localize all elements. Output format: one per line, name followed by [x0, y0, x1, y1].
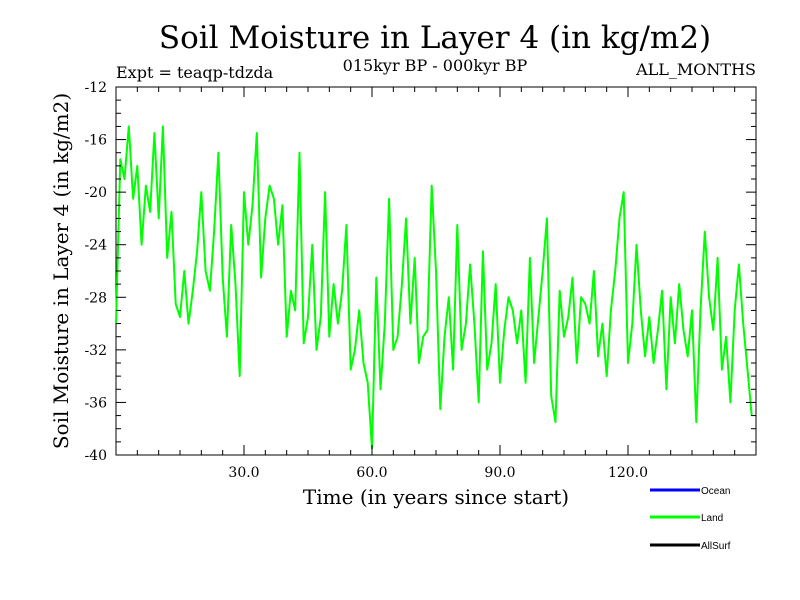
x-tick-label: 90.0 — [484, 465, 515, 481]
legend-label-allsurf: AllSurf — [701, 541, 731, 552]
axis-layer: -40 -36 -32 -28 -24 -20 -16 -12 30.0 60.0 90.0 120.… — [84, 80, 756, 481]
y-axis-label: Soil Moisture in Layer 4 (in kg/m2) — [49, 93, 73, 449]
x-tick-label: 30.0 — [228, 465, 259, 481]
x-axis-label: Time (in years since start) — [303, 485, 569, 509]
y-tick-label: -28 — [84, 290, 107, 306]
legend-label-land: Land — [701, 513, 723, 524]
y-tick-label: -16 — [84, 133, 107, 149]
y-tick-label: -24 — [84, 238, 107, 254]
series-layer — [115, 125, 753, 450]
y-tick-label: -12 — [84, 80, 107, 96]
legend: Ocean Land AllSurf — [650, 486, 731, 552]
y-tick-label: -32 — [84, 343, 107, 359]
chart-subtitle-center: 015kyr BP - 000kyr BP — [343, 56, 528, 75]
y-tick-label: -40 — [84, 448, 107, 464]
series-line-land — [115, 125, 753, 450]
y-tick-label: -36 — [84, 395, 107, 411]
x-tick-label: 120.0 — [608, 465, 648, 481]
x-tick-label: 60.0 — [356, 465, 387, 481]
chart-title: Soil Moisture in Layer 4 (in kg/m2) — [159, 20, 711, 56]
legend-label-ocean: Ocean — [701, 486, 730, 497]
y-tick-label: -20 — [84, 185, 107, 201]
chart-subtitle-left: Expt = teaqp-tdzda — [116, 63, 274, 82]
chart-subtitle-right: ALL_MONTHS — [635, 60, 756, 79]
